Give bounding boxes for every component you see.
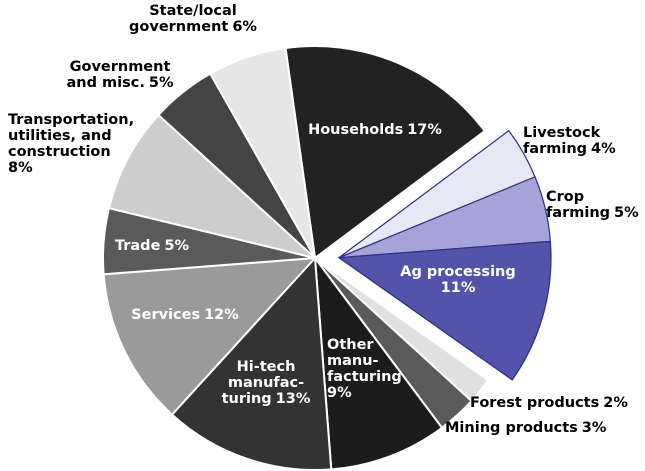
slice-label: Crop farming 5% xyxy=(546,189,639,221)
slice-label: Mining products 3% xyxy=(445,420,607,436)
label-line: Trade xyxy=(115,238,161,254)
label-line: Households xyxy=(308,122,403,138)
value-label: 3% xyxy=(582,420,607,436)
pie-slice xyxy=(284,45,487,260)
pie-slice xyxy=(107,113,316,259)
slice-label: State/local government 6% xyxy=(129,3,257,35)
slice-label: Ag processing 11% xyxy=(400,264,516,296)
slice-label: Other manu-facturing 9% xyxy=(327,337,402,401)
label-line: manu- xyxy=(327,353,379,369)
value-label: 4% xyxy=(591,141,616,157)
value-label: 5% xyxy=(149,75,174,91)
label-line: Livestock xyxy=(523,125,601,141)
label-line: facturing xyxy=(327,369,402,385)
label-line: Hi-tech xyxy=(237,359,296,375)
pie-slice xyxy=(170,255,333,471)
value-label: 5% xyxy=(614,205,639,221)
label-line: Mining products xyxy=(445,420,578,436)
slice-label: Livestock farming 4% xyxy=(523,125,616,157)
value-label: 17% xyxy=(407,122,442,138)
label-line: farming xyxy=(546,205,610,221)
label-line: farming xyxy=(523,141,587,157)
value-label: 13% xyxy=(276,391,311,407)
label-line: Services xyxy=(131,307,200,323)
value-label: 8% xyxy=(8,160,33,176)
pie-slice xyxy=(313,254,444,471)
value-label: 12% xyxy=(204,307,239,323)
value-label: 9% xyxy=(327,385,352,401)
pie-slice xyxy=(102,256,318,416)
slice-label: Forest products 2% xyxy=(470,395,628,411)
value-label: 11% xyxy=(441,280,476,296)
label-line: and misc. xyxy=(67,75,145,91)
label-line: State/local xyxy=(149,3,237,19)
label-line: Ag processing xyxy=(400,264,516,280)
value-label: 6% xyxy=(232,19,257,35)
slice-label: Hi-tech manufac-turing 13% xyxy=(222,359,311,407)
label-line: utilities, and xyxy=(8,128,112,144)
label-line: Transportation, xyxy=(8,112,134,128)
slice-label: Services 12% xyxy=(131,307,239,323)
label-line: Forest products xyxy=(470,395,599,411)
value-label: 2% xyxy=(603,395,628,411)
value-label: 5% xyxy=(164,238,189,254)
pie-slice xyxy=(337,240,552,381)
label-line: turing xyxy=(222,391,272,407)
label-line: government xyxy=(129,19,228,35)
slice-label: Government and misc. 5% xyxy=(67,59,174,91)
pie-slice xyxy=(208,46,316,259)
label-line: construction xyxy=(8,144,111,160)
label-line: Crop xyxy=(546,189,584,205)
slice-label: Trade 5% xyxy=(115,238,190,254)
label-line: Government xyxy=(70,59,171,75)
label-line: Other xyxy=(327,337,374,353)
slice-label: Transportation, utilities, and constructio… xyxy=(8,112,134,176)
label-line: manufac- xyxy=(228,375,304,391)
slice-label: Households 17% xyxy=(308,122,442,138)
